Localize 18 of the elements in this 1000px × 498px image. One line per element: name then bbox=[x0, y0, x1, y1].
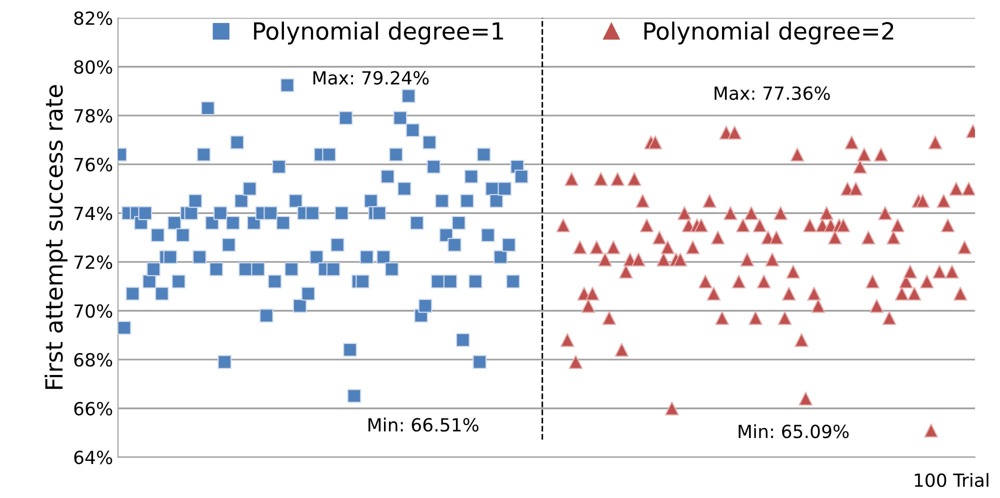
y-axis-title: First attempt success rate bbox=[44, 85, 68, 389]
y-tick-label: 68% bbox=[74, 353, 112, 367]
x-axis-title: 100 Trial bbox=[914, 473, 988, 488]
legend-label: Polynomial degree=2 bbox=[644, 22, 894, 44]
y-tick-label: 64% bbox=[74, 450, 112, 464]
y-tick-label: 70% bbox=[74, 304, 112, 318]
y-tick-label: 78% bbox=[74, 108, 112, 123]
y-tick-label: 80% bbox=[74, 60, 112, 74]
y-tick-label: 76% bbox=[74, 158, 112, 172]
annotation: Min: 66.51% bbox=[368, 418, 478, 432]
y-tick-label: 66% bbox=[74, 402, 112, 416]
y-tick-label: 72% bbox=[74, 255, 112, 270]
annotation: Max: 77.36% bbox=[714, 86, 830, 100]
annotation: Min: 65.09% bbox=[738, 424, 849, 438]
annotation: Max: 79.24% bbox=[313, 71, 429, 85]
legend-label: Polynomial degree=1 bbox=[254, 22, 503, 44]
y-tick-label: 82% bbox=[74, 11, 112, 26]
y-tick-label: 74% bbox=[74, 206, 112, 220]
